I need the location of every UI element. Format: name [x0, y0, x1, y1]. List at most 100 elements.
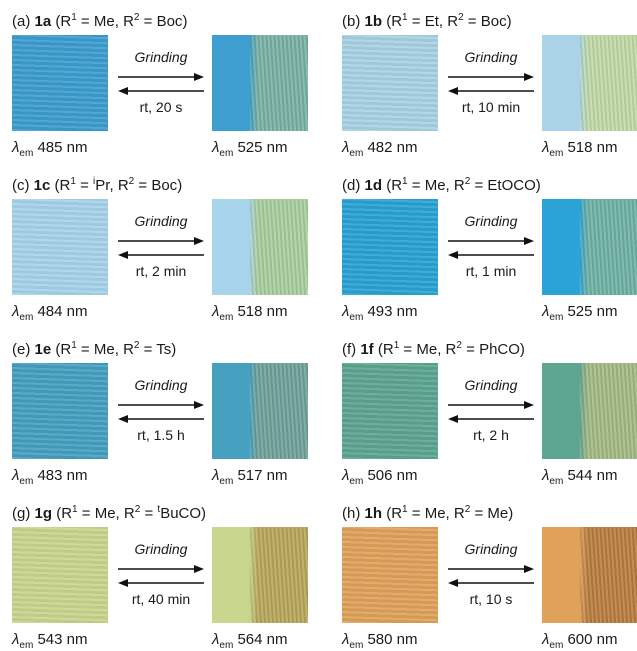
em-subscript: em [19, 148, 34, 159]
equals: = [76, 13, 94, 30]
r-label: R [453, 505, 465, 522]
panel-tag: (d) [342, 177, 365, 194]
paren-open: ( [54, 177, 60, 194]
forward-condition: Grinding [134, 213, 188, 229]
emission-before: λem 580 nm [342, 631, 418, 651]
emission-value: 600 nm [567, 631, 618, 648]
emission-before: λem 485 nm [12, 139, 88, 159]
r2-value: Boc [151, 177, 178, 194]
sample-photo-before [342, 35, 438, 131]
emission-after: λem 518 nm [212, 303, 288, 323]
ground-streak-texture [580, 527, 637, 623]
panel-tag: (g) [12, 505, 35, 522]
paren-close: ) [519, 341, 525, 358]
panel-tag: (b) [342, 13, 365, 30]
emission-value: 493 nm [367, 303, 418, 320]
lambda-symbol: λ [342, 631, 350, 648]
r2-value: Me [487, 505, 509, 522]
sample-photo-before [12, 527, 108, 623]
paren-close: ) [171, 341, 177, 358]
equals: = [140, 505, 158, 522]
emission-value: 518 nm [567, 139, 618, 156]
r-sup: 2 [133, 12, 140, 23]
panel-1f: (f) 1f (R1 = Me, R2 = PhCO) Grinding rt, 2… [342, 336, 637, 487]
compound-id: 1h [364, 505, 383, 522]
r-label: R [60, 13, 72, 30]
compound-id: 1b [364, 13, 383, 30]
equilibrium-arrows-icon [118, 401, 204, 423]
separator: , [109, 177, 118, 194]
sample-photo-after [212, 363, 308, 459]
r-sup: 2 [464, 504, 471, 515]
paren-open: ( [55, 13, 61, 30]
paren-close: ) [177, 177, 183, 194]
compound-id: 1e [34, 341, 52, 358]
emission-after: λem 600 nm [542, 631, 618, 651]
emission-before: λem 483 nm [12, 467, 88, 487]
paren-open: ( [56, 505, 62, 522]
sample-photo-after [542, 363, 637, 459]
r-label: R [60, 341, 72, 358]
paren-close: ) [182, 13, 188, 30]
equilibrium-arrows-icon [448, 73, 534, 95]
r-sup: 1 [402, 12, 408, 23]
equals: = [463, 13, 481, 30]
ground-streak-texture [250, 527, 308, 623]
panel-title: (c) 1c (R1 = iPr, R2 = Boc) [12, 172, 182, 196]
r-label: R [445, 341, 457, 358]
ground-streak-texture [580, 35, 637, 131]
emission-value: 518 nm [237, 303, 288, 320]
lambda-symbol: λ [212, 303, 220, 320]
r-label: R [123, 341, 134, 358]
em-subscript: em [19, 640, 34, 651]
r1-value: Me [93, 13, 115, 30]
equals: = [461, 341, 480, 358]
em-subscript: em [219, 476, 234, 487]
reverse-condition: rt, 40 min [131, 591, 191, 607]
compound-id: 1d [364, 177, 383, 194]
r-sup: 2 [128, 176, 135, 187]
lambda-symbol: λ [12, 467, 20, 484]
separator: , [114, 13, 124, 30]
em-subscript: em [349, 640, 364, 651]
sample-photo-before [342, 199, 438, 295]
paren-close: ) [506, 13, 512, 30]
equals: = [399, 341, 417, 358]
equals: = [75, 177, 94, 194]
equals: = [77, 505, 95, 522]
panel-1e: (e) 1e (R1 = Me, R2 = Ts) Grinding rt, 1.5… [12, 336, 322, 487]
r1-value: Me [424, 505, 446, 522]
sample-photo-before [342, 363, 438, 459]
emission-value: 525 nm [567, 303, 618, 320]
equals: = [407, 505, 425, 522]
paren-close: ) [201, 505, 207, 522]
r2-value: BuCO [160, 505, 202, 522]
paren-close: ) [535, 177, 541, 194]
lambda-symbol: λ [212, 139, 220, 156]
lambda-symbol: λ [542, 303, 550, 320]
equilibrium-arrows-icon [118, 565, 204, 587]
r1-value: Me [424, 177, 446, 194]
r1-value: Pr [95, 177, 110, 194]
paren-open: ( [377, 341, 383, 358]
forward-condition: Grinding [134, 541, 188, 557]
ground-streak-texture [580, 199, 637, 295]
equals: = [407, 177, 425, 194]
r-sup: 1 [393, 340, 400, 351]
panel-1b: (b) 1b (R1 = Et, R2 = Boc) Grinding rt, 10… [342, 8, 637, 159]
r2-value: PhCO [479, 341, 520, 358]
equals: = [134, 177, 152, 194]
separator: , [115, 505, 124, 522]
em-subscript: em [19, 476, 34, 487]
emission-value: 580 nm [367, 631, 418, 648]
reverse-condition: rt, 20 s [139, 99, 183, 115]
em-subscript: em [349, 312, 364, 323]
lambda-symbol: λ [12, 303, 20, 320]
panel-1g: (g) 1g (R1 = Me, R2 = tBuCO) Grinding rt, … [12, 500, 322, 651]
emission-after: λem 517 nm [212, 467, 288, 487]
panel-title: (b) 1b (R1 = Et, R2 = Boc) [342, 8, 512, 32]
emission-value: 485 nm [37, 139, 88, 156]
compound-id: 1c [33, 177, 51, 194]
em-subscript: em [549, 148, 564, 159]
emission-before: λem 484 nm [12, 303, 88, 323]
